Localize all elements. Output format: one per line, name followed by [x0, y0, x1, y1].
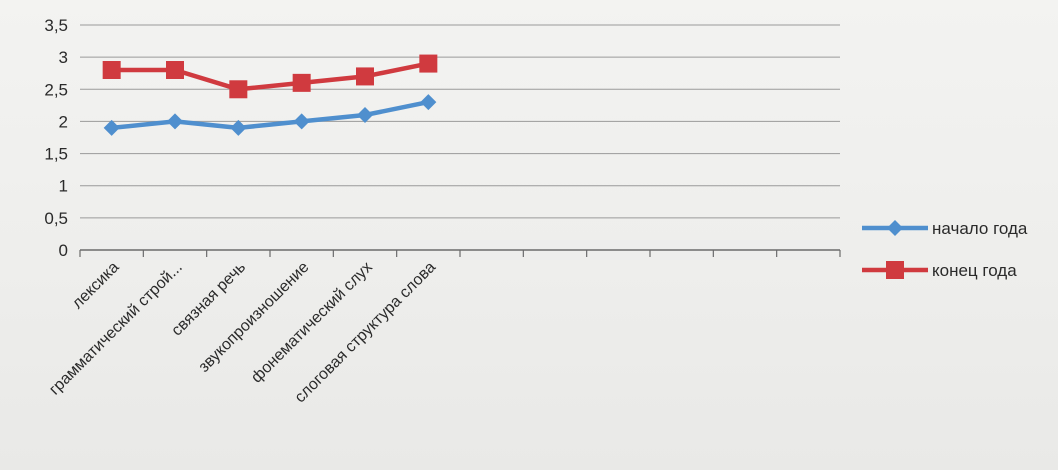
data-point-marker: [102, 61, 121, 79]
x-tick-label: лексика: [69, 259, 123, 313]
legend-label: начало года: [932, 219, 1028, 238]
y-tick-label: 1,5: [44, 145, 68, 164]
data-point-marker: [357, 107, 373, 123]
data-point-marker: [292, 73, 311, 92]
legend: начало года конец года: [862, 219, 1028, 280]
series-lines: [102, 54, 438, 136]
data-point-marker: [420, 94, 437, 111]
data-point-marker: [230, 119, 247, 136]
legend-item: конец года: [862, 261, 1017, 280]
y-tick-labels: 0 0,5 1 1,5 2 2,5 3 3,5: [44, 16, 68, 260]
data-point-marker: [419, 54, 438, 73]
axes: [79, 249, 841, 257]
data-point-marker: [166, 61, 184, 79]
x-tick-label: грамматический строй...: [46, 259, 186, 399]
y-tick-label: 0: [59, 241, 68, 260]
legend-item: начало года: [862, 219, 1028, 238]
series-line: [109, 99, 431, 131]
y-tick-label: 3: [59, 48, 68, 67]
y-tick-label: 1: [59, 177, 68, 196]
data-point-marker: [167, 113, 183, 130]
x-tick-label: звукопроизношение: [196, 259, 313, 376]
series-2: [102, 54, 438, 99]
legend-label: конец года: [932, 261, 1017, 280]
y-tick-label: 0,5: [44, 209, 68, 228]
series-1: [103, 94, 437, 136]
data-point-marker: [103, 119, 120, 136]
data-point-marker: [356, 67, 374, 86]
series-line: [109, 61, 431, 92]
x-tick-label: фонематический слух: [248, 259, 376, 387]
legend-marker: [886, 261, 904, 279]
data-point-marker: [229, 80, 248, 99]
data-point-marker: [293, 113, 310, 130]
y-tick-label: 2: [59, 112, 68, 131]
y-tick-label: 3,5: [44, 16, 68, 35]
y-tick-label: 2,5: [44, 80, 68, 99]
legend-marker: [887, 220, 903, 236]
gridlines: [80, 24, 840, 219]
